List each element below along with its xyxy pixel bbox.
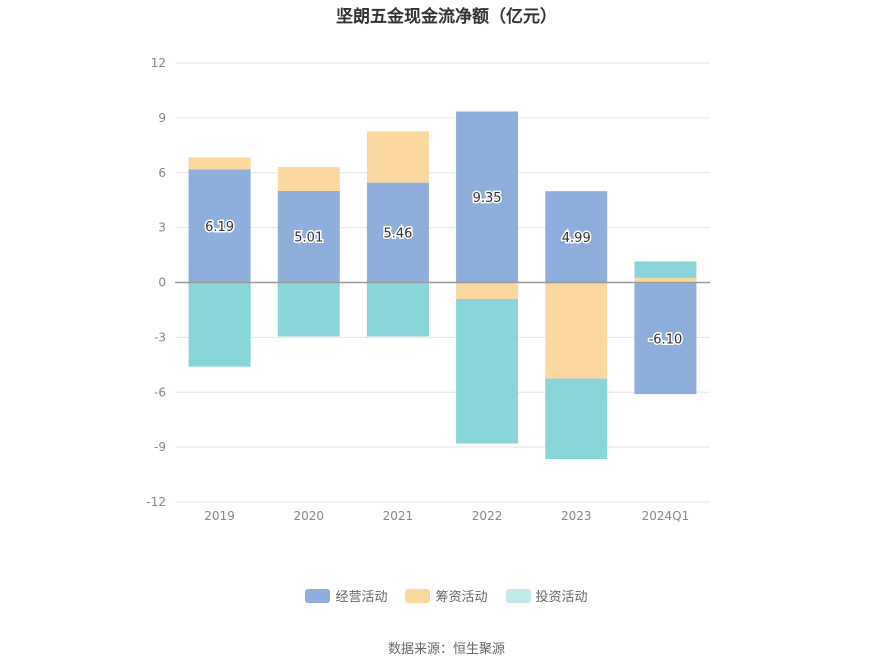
y-tick-label: -12	[146, 495, 166, 509]
y-tick-label: -6	[154, 385, 166, 399]
x-tick-label: 2023	[561, 509, 592, 523]
data-label-operating: 6.19	[205, 220, 234, 235]
bar-financing-2020	[277, 167, 340, 191]
y-tick-label: 6	[158, 166, 166, 180]
bar-investing-2019	[188, 282, 251, 367]
bar-financing-2019	[188, 157, 251, 170]
bar-operating-2019	[188, 169, 251, 283]
bar-financing-2022	[456, 282, 519, 299]
y-tick-label: 0	[158, 276, 166, 290]
x-tick-label: 2022	[472, 509, 503, 523]
bar-financing-2024Q1	[634, 277, 697, 283]
bar-investing-2023	[545, 378, 608, 460]
bar-investing-2024Q1	[634, 261, 697, 278]
y-tick-label: 3	[158, 221, 166, 235]
bar-operating-2024Q1	[634, 282, 697, 395]
bar-financing-2021	[366, 131, 429, 183]
legend-label-investing: 投资活动	[535, 590, 588, 605]
legend-item-investing[interactable]: 投资活动	[505, 586, 588, 605]
legend-item-operating[interactable]: 经营活动	[305, 586, 387, 605]
data-label-operating: 5.01	[294, 231, 323, 246]
bar-investing-2022	[456, 298, 519, 444]
bar-investing-2020	[277, 282, 340, 337]
data-label-operating: 5.46	[383, 227, 412, 242]
legend-swatch-financing	[405, 588, 431, 603]
chart-title: 坚朗五金现金流净额（亿元）	[336, 7, 557, 27]
bar-operating-2020	[277, 190, 340, 283]
y-tick-label: -3	[154, 330, 166, 344]
data-source: 数据来源：恒生聚源	[387, 642, 505, 657]
legend-swatch-operating	[305, 588, 331, 603]
bar-financing-2023	[545, 282, 608, 379]
y-tick-label: 12	[151, 56, 166, 70]
legend-item-financing[interactable]: 筹资活动	[405, 586, 488, 605]
legend: 经营活动 筹资活动 投资活动	[0, 586, 893, 605]
x-tick-label: 2020	[293, 509, 324, 523]
bar-operating-2021	[366, 182, 429, 283]
data-label-operating: 4.99	[562, 231, 591, 246]
bar-operating-2022	[456, 111, 519, 283]
data-label-operating: -6.10	[649, 332, 683, 347]
x-tick-label: 2019	[204, 509, 235, 523]
legend-label-financing: 筹资活动	[435, 590, 488, 605]
legend-label-operating: 经营活动	[335, 590, 388, 605]
x-tick-label: 2024Q1	[642, 509, 690, 523]
bar-operating-2023	[545, 191, 608, 283]
x-tick-label: 2021	[383, 509, 414, 523]
y-tick-label: -9	[154, 440, 166, 454]
data-label-operating: 9.35	[473, 191, 502, 206]
bar-investing-2021	[366, 282, 429, 337]
y-tick-label: 9	[158, 111, 166, 125]
legend-swatch-investing	[505, 588, 531, 603]
